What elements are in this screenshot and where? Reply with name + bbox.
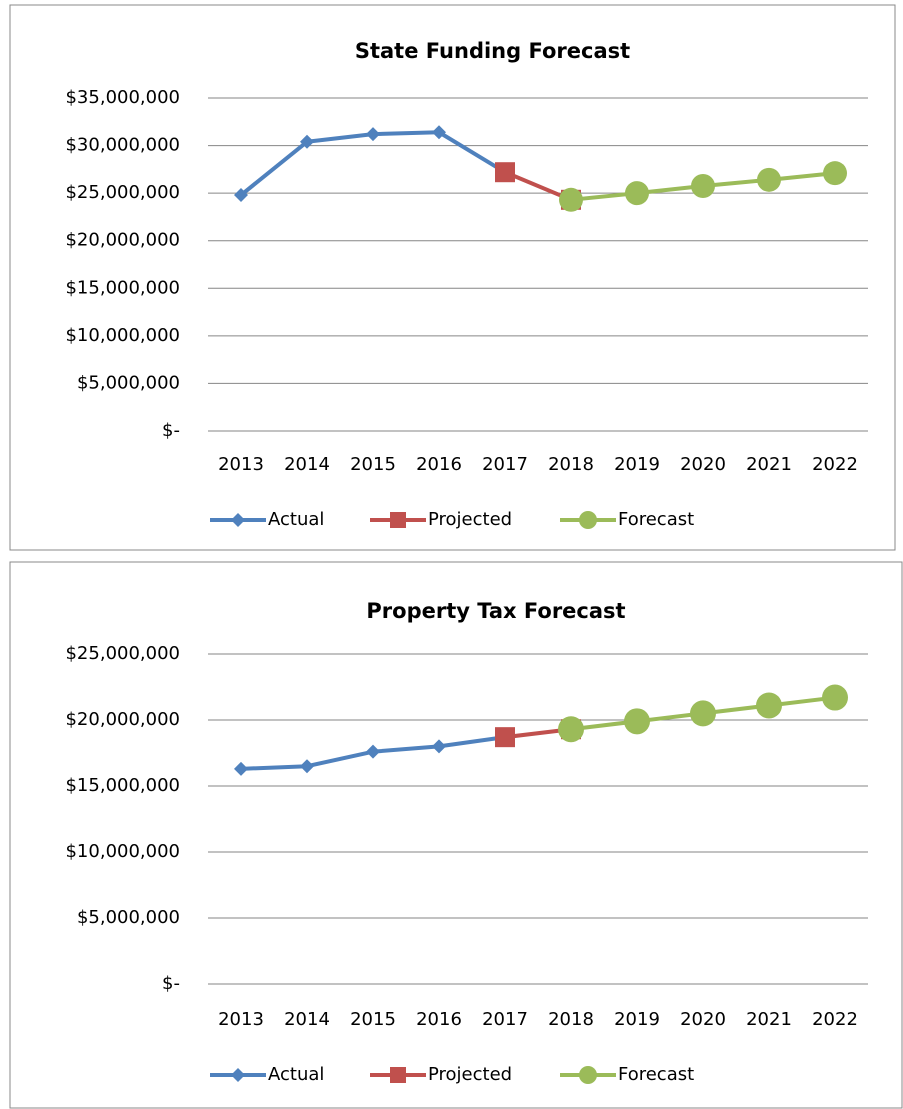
y-tick-label: $35,000,000 — [65, 87, 180, 108]
y-tick-label: $20,000,000 — [65, 230, 180, 251]
y-tick-label: $20,000,000 — [65, 709, 180, 730]
legend-marker — [231, 513, 245, 527]
chart-title: State Funding Forecast — [355, 39, 630, 63]
data-point — [495, 162, 515, 183]
chart-frame — [9, 561, 903, 1109]
legend-label: Actual — [268, 1064, 324, 1085]
data-point — [432, 739, 446, 754]
data-point — [234, 188, 248, 203]
data-point — [756, 692, 782, 719]
y-tick-label: $- — [162, 973, 180, 994]
data-point — [559, 187, 583, 212]
data-point — [366, 127, 380, 142]
legend-marker — [579, 511, 597, 529]
data-point — [366, 744, 380, 759]
x-tick-label: 2013 — [218, 454, 264, 475]
x-tick-label: 2021 — [746, 1009, 792, 1030]
y-tick-label: $5,000,000 — [77, 372, 180, 393]
x-tick-label: 2017 — [482, 454, 528, 475]
legend-label: Projected — [428, 1064, 512, 1085]
x-tick-label: 2015 — [350, 454, 396, 475]
x-tick-label: 2016 — [416, 454, 462, 475]
legend-label: Projected — [428, 509, 512, 530]
data-point — [690, 700, 716, 727]
legend-label: Forecast — [618, 509, 694, 530]
legend-marker — [579, 1066, 597, 1084]
legend-marker — [390, 512, 406, 528]
data-point — [558, 716, 584, 743]
y-tick-label: $5,000,000 — [77, 907, 180, 928]
legend-marker — [231, 1068, 245, 1082]
data-point — [432, 125, 446, 140]
legend-marker — [390, 1067, 406, 1083]
x-tick-label: 2022 — [812, 454, 858, 475]
y-tick-label: $10,000,000 — [65, 841, 180, 862]
y-tick-label: $15,000,000 — [65, 277, 180, 298]
x-tick-label: 2019 — [614, 454, 660, 475]
y-tick-label: $25,000,000 — [65, 643, 180, 664]
data-point — [495, 727, 515, 748]
data-point — [300, 134, 314, 149]
x-tick-label: 2020 — [680, 1009, 726, 1030]
data-point — [300, 759, 314, 774]
legend-label: Actual — [268, 509, 324, 530]
x-tick-label: 2014 — [284, 454, 330, 475]
x-tick-label: 2017 — [482, 1009, 528, 1030]
data-point — [823, 161, 847, 186]
y-tick-label: $25,000,000 — [65, 182, 180, 203]
data-point — [691, 174, 715, 199]
y-tick-label: $10,000,000 — [65, 325, 180, 346]
x-tick-label: 2018 — [548, 1009, 594, 1030]
x-tick-label: 2014 — [284, 1009, 330, 1030]
x-tick-label: 2018 — [548, 454, 594, 475]
y-tick-label: $30,000,000 — [65, 135, 180, 156]
x-tick-label: 2022 — [812, 1009, 858, 1030]
x-tick-label: 2016 — [416, 1009, 462, 1030]
data-point — [234, 761, 248, 776]
data-point — [757, 167, 781, 192]
x-tick-label: 2015 — [350, 1009, 396, 1030]
chart-frame — [9, 4, 896, 551]
data-point — [822, 684, 848, 711]
data-point — [625, 181, 649, 206]
x-tick-label: 2021 — [746, 454, 792, 475]
data-point — [624, 708, 650, 735]
legend-label: Forecast — [618, 1064, 694, 1085]
x-tick-label: 2013 — [218, 1009, 264, 1030]
y-tick-label: $15,000,000 — [65, 775, 180, 796]
y-tick-label: $- — [162, 420, 180, 441]
x-tick-label: 2019 — [614, 1009, 660, 1030]
chart-title: Property Tax Forecast — [366, 599, 625, 623]
x-tick-label: 2020 — [680, 454, 726, 475]
